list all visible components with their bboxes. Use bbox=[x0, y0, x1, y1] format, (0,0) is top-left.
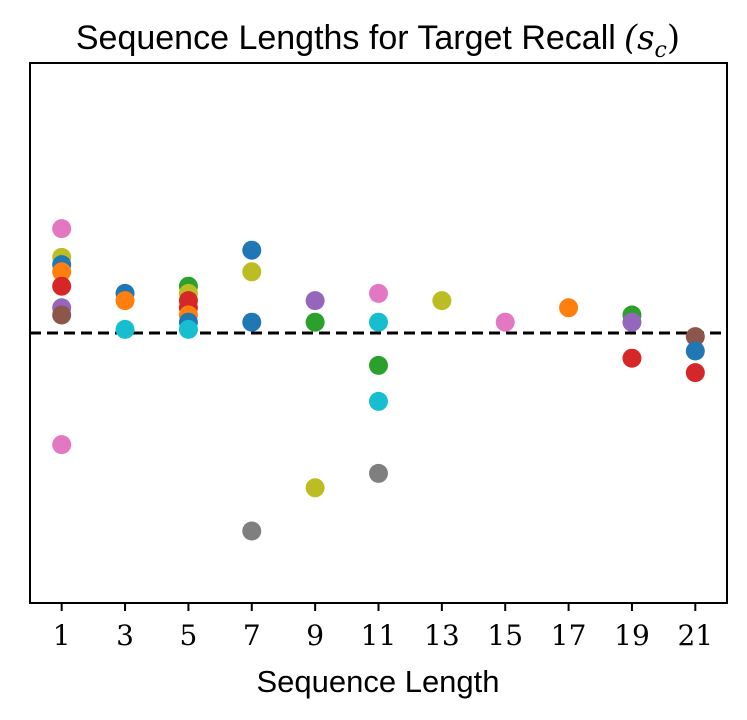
x-tick-label-11: 11 bbox=[361, 619, 397, 652]
chart-title: Sequence Lengths for Target Recall (sc) bbox=[76, 18, 680, 63]
x-tick-label-1: 1 bbox=[53, 619, 71, 652]
data-point-29 bbox=[369, 463, 388, 483]
data-point-10 bbox=[115, 319, 135, 339]
plot-area: 1 3 5 7 9 11 13 15 17 19 21 bbox=[29, 62, 728, 652]
data-point-6 bbox=[52, 305, 72, 325]
data-point-31 bbox=[495, 312, 515, 332]
data-point-35 bbox=[622, 348, 642, 368]
data-point-19 bbox=[242, 262, 262, 282]
x-tick-label-7: 7 bbox=[243, 619, 261, 652]
data-point-26 bbox=[369, 312, 388, 332]
data-point-3 bbox=[52, 262, 72, 282]
data-point-27 bbox=[369, 355, 388, 375]
data-point-28 bbox=[369, 391, 388, 411]
x-tick-label-9: 9 bbox=[306, 619, 324, 652]
data-point-22 bbox=[305, 291, 325, 311]
data-point-9 bbox=[115, 291, 135, 311]
data-point-21 bbox=[242, 521, 262, 541]
data-point-32 bbox=[559, 298, 579, 318]
x-tick-label-15: 15 bbox=[487, 619, 523, 652]
data-point-0 bbox=[52, 219, 72, 239]
x-tick-label-19: 19 bbox=[614, 619, 650, 652]
chart-title-math-close: ) bbox=[667, 18, 680, 58]
data-point-36 bbox=[685, 327, 705, 347]
data-point-23 bbox=[305, 312, 325, 332]
data-point-18 bbox=[242, 240, 262, 260]
data-point-30 bbox=[432, 291, 452, 311]
data-point-25 bbox=[369, 283, 388, 303]
x-tick-label-3: 3 bbox=[116, 619, 134, 652]
data-point-4 bbox=[52, 276, 72, 296]
data-point-7 bbox=[52, 435, 72, 455]
x-axis-label: Sequence Length bbox=[256, 664, 499, 699]
chart-title-math-subscript: c bbox=[655, 38, 667, 63]
x-tick-label-21: 21 bbox=[677, 619, 713, 652]
data-point-34 bbox=[622, 312, 642, 332]
x-tick-label-17: 17 bbox=[551, 619, 587, 652]
data-point-24 bbox=[305, 478, 325, 498]
x-tick-label-13: 13 bbox=[424, 619, 460, 652]
data-point-20 bbox=[242, 312, 262, 332]
data-point-38 bbox=[685, 363, 705, 383]
chart-title-math: (s bbox=[624, 18, 655, 58]
chart-title-text: Sequence Lengths for Target Recall bbox=[76, 19, 616, 57]
data-point-17 bbox=[178, 319, 198, 339]
data-point-37 bbox=[685, 341, 705, 361]
x-tick-label-5: 5 bbox=[179, 619, 197, 652]
